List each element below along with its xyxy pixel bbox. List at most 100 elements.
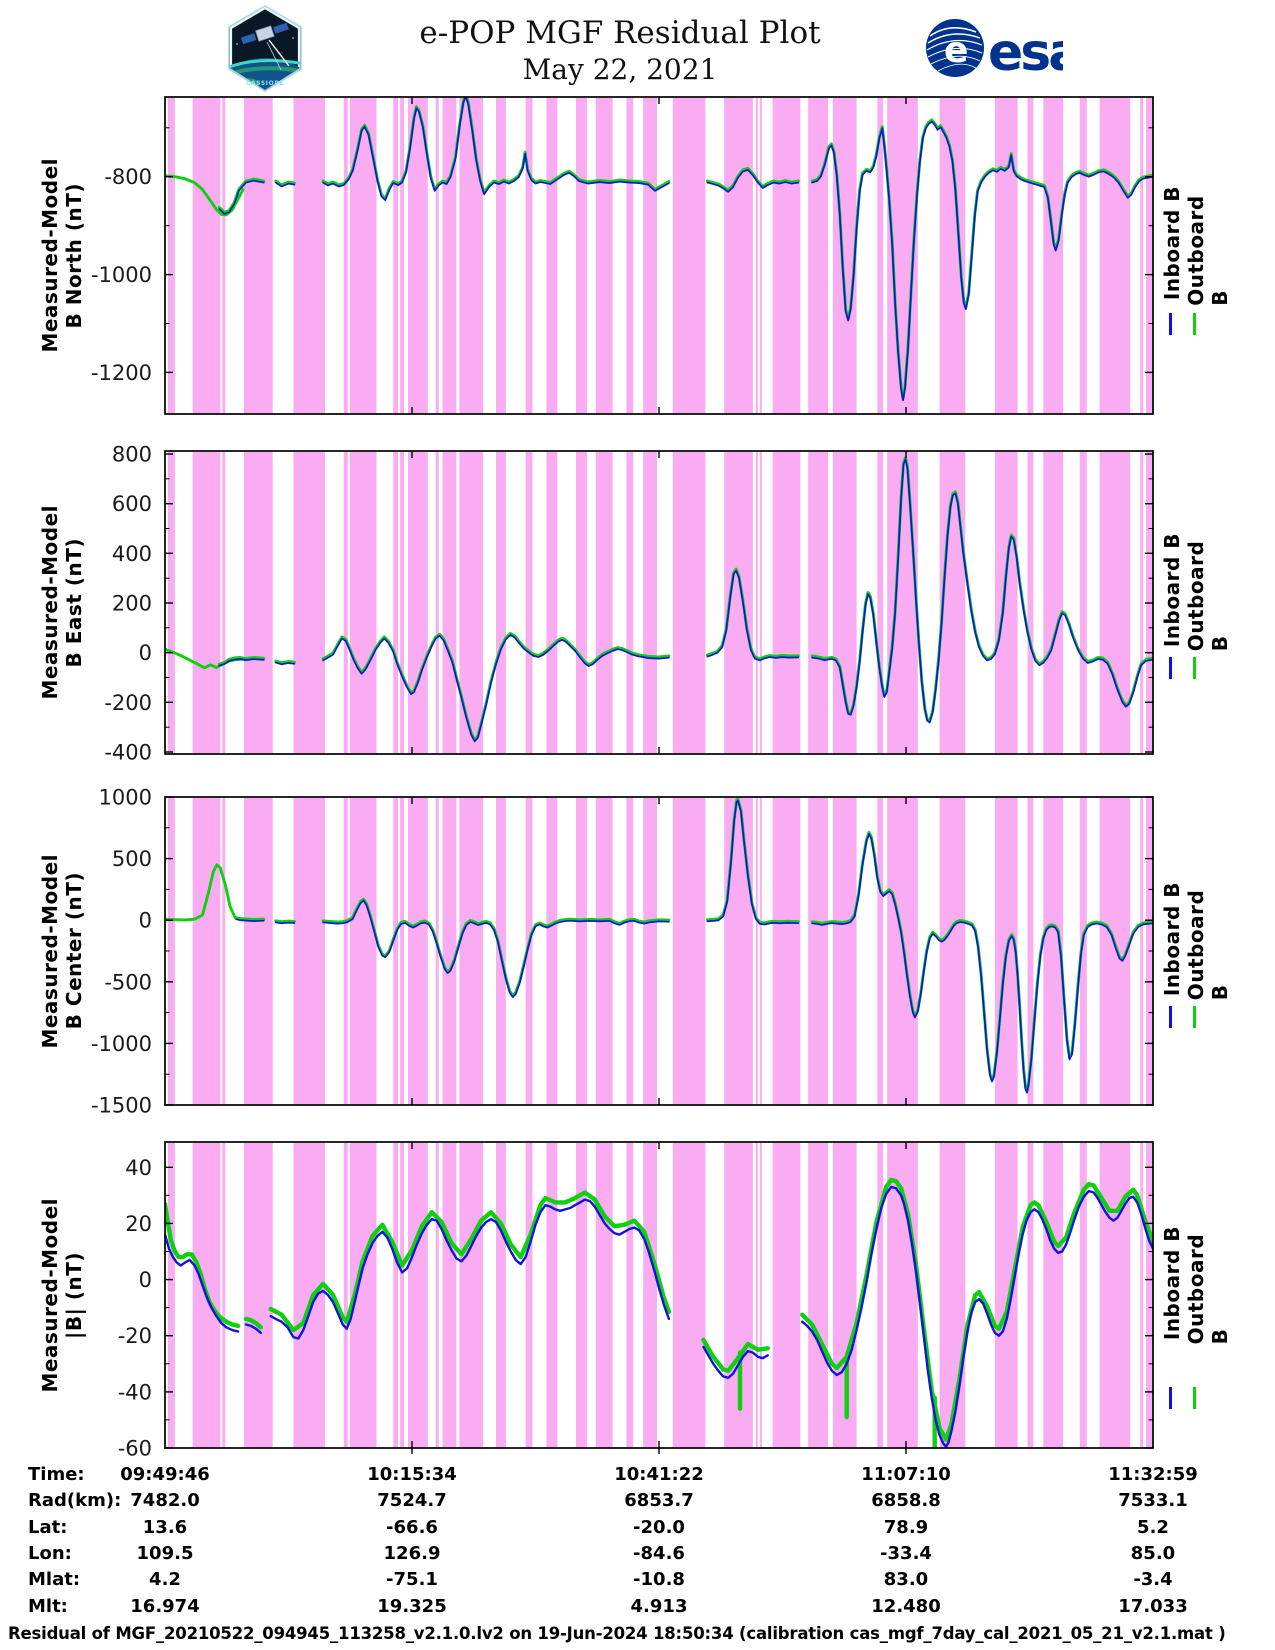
shaded-interval xyxy=(832,797,857,1105)
y-axis-label-line: Measured-Model xyxy=(38,505,62,700)
shaded-interval xyxy=(808,97,828,414)
y-tick-label: 600 xyxy=(112,492,152,516)
table-row-label: Mlt: xyxy=(28,1595,68,1617)
table-cell: 10:15:34 xyxy=(367,1464,457,1485)
legend-inboard-dash xyxy=(1169,1386,1172,1409)
shaded-interval xyxy=(939,97,966,414)
legend-inboard-label: Inboard B xyxy=(1160,533,1184,648)
table-row-label: Time: xyxy=(28,1464,85,1485)
shaded-interval xyxy=(525,1142,533,1448)
shaded-interval xyxy=(349,797,377,1105)
cassiope-mission-patch: CASSIOPE xyxy=(228,5,302,92)
table-cell: 16.974 xyxy=(130,1595,200,1617)
shaded-interval xyxy=(349,451,377,754)
shaded-interval xyxy=(832,1142,857,1448)
table-cell: 85.0 xyxy=(1130,1542,1176,1564)
legend-outboard-dash xyxy=(1193,1386,1196,1409)
y-axis-label-panel-4: Measured-Model |B| (nT) xyxy=(34,1142,90,1448)
y-tick-label: 400 xyxy=(112,542,152,566)
y-axis-label-line: B East (nT) xyxy=(62,537,86,668)
table-cell: -20.0 xyxy=(633,1516,685,1538)
shaded-interval xyxy=(877,97,884,414)
table-cell: 126.9 xyxy=(383,1542,441,1564)
shaded-interval xyxy=(576,451,587,754)
table-cell: 7533.1 xyxy=(1118,1490,1188,1512)
table-cell: 12.480 xyxy=(871,1595,941,1617)
shaded-interval xyxy=(408,797,428,1105)
shaded-interval xyxy=(343,97,348,414)
shaded-interval xyxy=(192,451,221,754)
shaded-interval xyxy=(168,1142,175,1448)
shaded-interval xyxy=(1140,97,1144,414)
y-tick-label: 40 xyxy=(125,1156,152,1180)
y-tick-label: 1000 xyxy=(99,786,152,810)
shaded-interval xyxy=(168,797,175,1105)
page-title: e-POP MGF Residual Plot May 22, 2021 xyxy=(310,14,930,88)
y-tick-label: -1000 xyxy=(91,263,152,287)
y-tick-label: -500 xyxy=(104,970,152,994)
legend-inboard-dash xyxy=(1169,312,1172,335)
inboard-trace xyxy=(218,97,1153,402)
y-axis-label-line: B Center (nT) xyxy=(62,872,86,1030)
shaded-interval xyxy=(393,97,399,414)
shaded-interval xyxy=(576,97,587,414)
shaded-interval xyxy=(1079,1142,1087,1448)
shaded-interval xyxy=(626,97,634,414)
legend-panel-2: Inboard B Outboard B xyxy=(1160,530,1232,651)
shaded-interval xyxy=(994,1142,1018,1448)
shaded-interval xyxy=(759,97,762,414)
shaded-interval xyxy=(1079,451,1087,754)
outboard-trace xyxy=(165,1177,1153,1448)
shaded-interval xyxy=(772,97,801,414)
panel-2: 800 600 400 200 0 -200 -400 xyxy=(104,443,1154,765)
table-cell: 7524.7 xyxy=(377,1490,447,1512)
shaded-interval xyxy=(1043,797,1064,1105)
shaded-interval xyxy=(724,97,753,414)
shaded-interval xyxy=(435,451,439,754)
shaded-interval xyxy=(244,797,273,1105)
legend-outboard-label: Outboard B xyxy=(1184,889,1232,1001)
shaded-interval xyxy=(442,451,457,754)
shaded-interval xyxy=(442,97,457,414)
shaded-interval xyxy=(400,1142,405,1448)
shaded-interval xyxy=(672,451,706,754)
svg-text:e: e xyxy=(944,30,968,71)
legend-inboard-dash xyxy=(1169,657,1172,680)
table-cell: -75.1 xyxy=(386,1569,438,1591)
table-cell: 4.913 xyxy=(630,1595,688,1617)
shaded-interval xyxy=(192,797,221,1105)
y-tick-label: -20 xyxy=(118,1324,152,1348)
table-cell: 4.2 xyxy=(149,1569,181,1591)
table-cell: -33.4 xyxy=(880,1542,932,1564)
shaded-interval xyxy=(643,451,657,754)
table-row-label: Lat: xyxy=(28,1516,68,1538)
shaded-interval xyxy=(393,1142,399,1448)
shaded-interval xyxy=(1146,1142,1153,1448)
shaded-intervals xyxy=(168,797,1153,1105)
y-tick-label: -400 xyxy=(104,741,152,765)
shaded-interval xyxy=(1099,97,1131,414)
panel-1: -800 -1000 -1200 xyxy=(91,96,1154,415)
y-tick-label: 500 xyxy=(112,847,152,871)
shaded-interval xyxy=(400,97,405,414)
y-tick-label: -1000 xyxy=(91,1032,152,1056)
table-row-label: Rad(km): xyxy=(28,1490,122,1512)
shaded-interval xyxy=(408,1142,428,1448)
shaded-interval xyxy=(643,97,657,414)
table-cell: 78.9 xyxy=(883,1516,929,1538)
y-tick-label: 200 xyxy=(112,592,152,616)
panel-3: 1000 500 0 -500 -1000 -1500 xyxy=(91,786,1154,1118)
table-row-label: Mlat: xyxy=(28,1569,81,1591)
y-tick-label: 20 xyxy=(125,1212,152,1236)
legend-outboard-label: Outboard B xyxy=(1184,1233,1232,1344)
shaded-interval xyxy=(755,97,758,414)
y-axis-label-line: |B| (nT) xyxy=(62,1251,86,1339)
shaded-interval xyxy=(192,97,221,414)
table-cell: 83.0 xyxy=(883,1569,929,1591)
table-cell: -3.4 xyxy=(1133,1569,1173,1591)
y-tick-label: -1500 xyxy=(91,1094,152,1118)
shaded-interval xyxy=(496,1142,506,1448)
shaded-interval xyxy=(1043,1142,1064,1448)
shaded-interval xyxy=(1027,797,1034,1105)
shaded-interval xyxy=(1027,451,1034,754)
